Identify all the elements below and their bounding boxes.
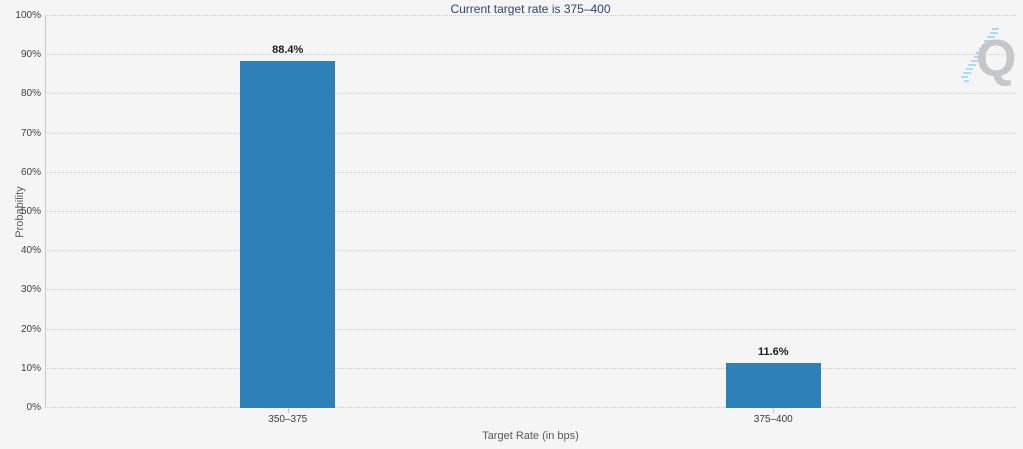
gridline (45, 132, 1016, 134)
x-axis-title: Target Rate (in bps) (482, 430, 579, 442)
bar-350–375[interactable] (240, 61, 336, 408)
x-tick (773, 408, 775, 413)
quandl-watermark: Q (948, 24, 1018, 94)
x-tick-label: 350–375 (268, 414, 308, 425)
y-tick-label: 0% (26, 402, 41, 413)
gridline (45, 289, 1016, 291)
y-tick-label: 50% (20, 206, 41, 217)
y-tick-label: 90% (20, 49, 41, 61)
gridline (45, 211, 1016, 212)
gridline (45, 171, 1016, 173)
gridline (45, 367, 1016, 369)
y-tick-label: 60% (20, 166, 41, 178)
gridline (45, 15, 1016, 16)
gridline (45, 93, 1016, 95)
y-tick-label: 40% (20, 245, 41, 257)
y-tick-label: 100% (15, 10, 41, 21)
gridline (45, 407, 1016, 408)
y-tick-label: 30% (20, 284, 41, 296)
x-tick-label: 375–400 (753, 414, 793, 425)
y-axis-line (45, 16, 46, 408)
q-logo-letter: Q (976, 30, 1017, 88)
bar-375–400[interactable] (725, 362, 821, 408)
watermark-slash-icon (961, 28, 999, 82)
gridline (45, 54, 1016, 56)
y-tick-label: 80% (20, 88, 41, 100)
gridline (45, 328, 1016, 330)
gridline (45, 250, 1016, 252)
x-tick (287, 408, 289, 413)
bar-value-label: 11.6% (757, 345, 789, 358)
y-tick-label: 10% (20, 362, 41, 374)
bar-value-label: 88.4% (272, 44, 304, 57)
y-tick-label: 20% (20, 323, 41, 335)
y-axis-tick-labels: 0% 10% 20% 30% 40% 50% 60% 70% 80% 90% 100% (0, 10, 41, 413)
plot-area: 88.4% 11.6% (45, 15, 1016, 408)
chart-title: Current target rate is 375–400 (450, 2, 611, 16)
y-tick-label: 70% (20, 127, 41, 139)
